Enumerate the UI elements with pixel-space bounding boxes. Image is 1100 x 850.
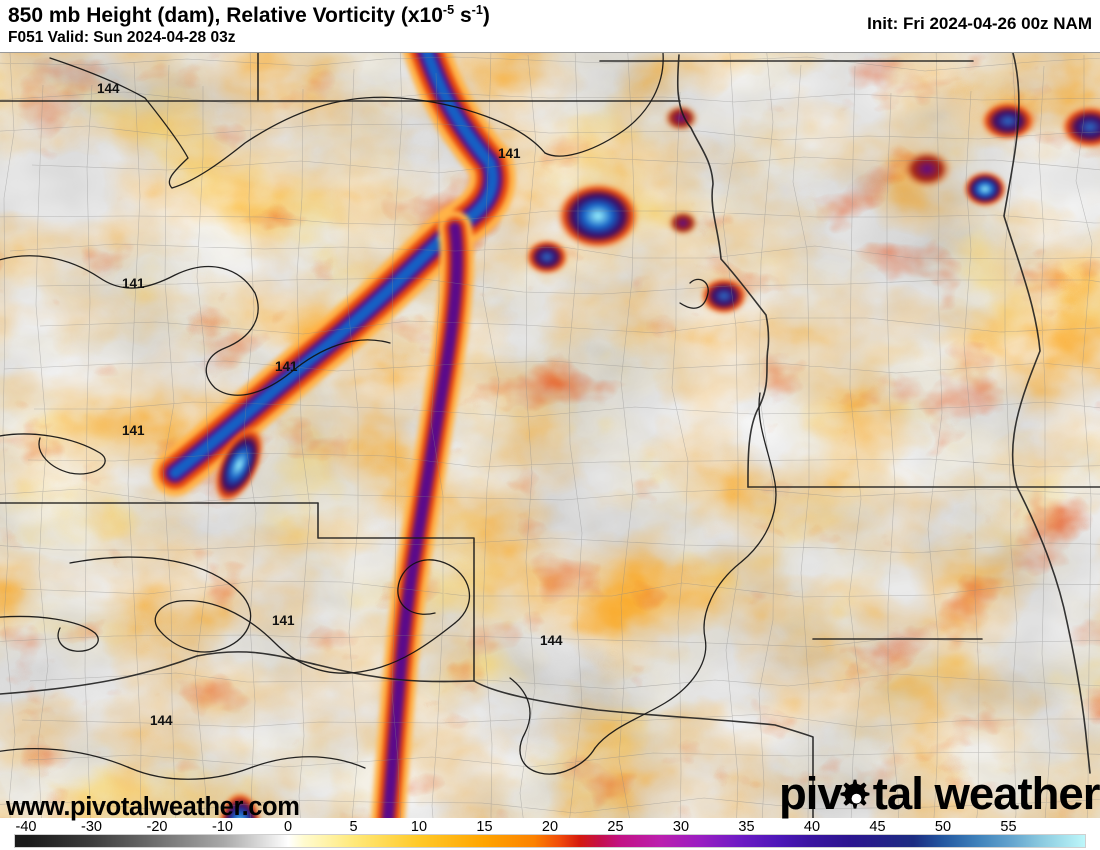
svg-text:141: 141: [272, 613, 295, 628]
svg-text:141: 141: [122, 276, 145, 291]
svg-text:141: 141: [122, 423, 145, 438]
svg-text:144: 144: [150, 713, 173, 728]
svg-text:141: 141: [498, 146, 521, 161]
svg-text:141: 141: [275, 359, 298, 374]
svg-text:144: 144: [540, 633, 563, 648]
svg-text:144: 144: [97, 81, 120, 96]
